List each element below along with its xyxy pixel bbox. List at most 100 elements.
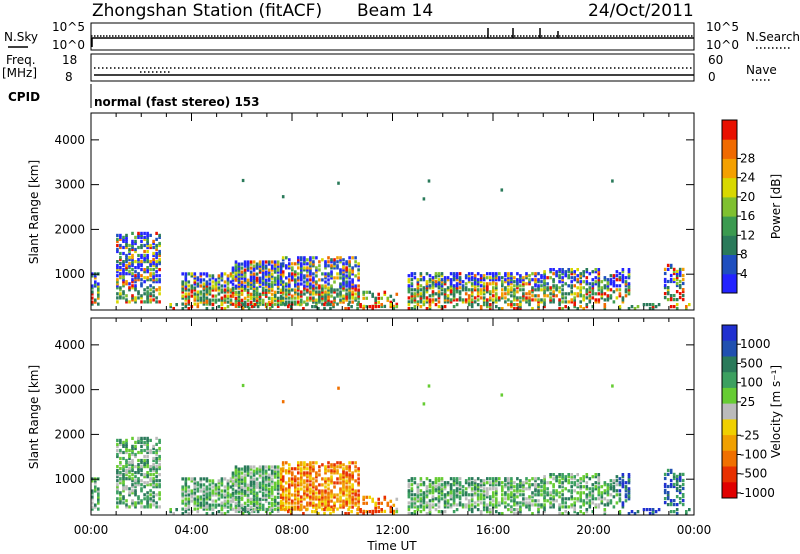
power-cell (531, 288, 534, 292)
power-cell (558, 298, 561, 302)
velocity-cell (137, 440, 140, 444)
power-cell (243, 304, 247, 308)
power-cell (579, 288, 582, 292)
power-cell (321, 290, 324, 294)
power-cell (549, 268, 552, 272)
velocity-cell (591, 510, 595, 514)
velocity-cell (507, 477, 510, 481)
power-cell (591, 305, 595, 309)
power-cell (609, 288, 613, 292)
velocity-cell (243, 501, 247, 505)
velocity-cell (537, 477, 540, 481)
power-cell (196, 302, 200, 306)
power-cell (666, 279, 670, 284)
velocity-cell (342, 463, 345, 467)
power-cell (654, 305, 658, 309)
power-cell (237, 304, 241, 308)
velocity-cell (549, 481, 552, 485)
velocity-colorbar-segment (722, 403, 737, 420)
velocity-cell (597, 475, 601, 479)
power-cell (97, 282, 100, 286)
velocity-cell (561, 489, 564, 493)
velocity-cell (669, 468, 673, 472)
velocity-cell (606, 493, 610, 497)
velocity-cell (443, 483, 447, 487)
velocity-cell (681, 472, 685, 476)
velocity-cell (234, 507, 238, 511)
power-cell (273, 266, 277, 270)
power-cell (279, 264, 283, 268)
power-cell (567, 300, 570, 304)
velocity-cell (309, 503, 312, 507)
velocity-cell (255, 469, 259, 473)
velocity-cell (152, 503, 155, 507)
power-cell (281, 274, 285, 278)
velocity-cell (525, 503, 528, 507)
power-cell (482, 286, 486, 290)
velocity-cell (261, 467, 265, 471)
power-cell (300, 292, 303, 296)
power-cell (155, 300, 158, 304)
velocity-cell (482, 495, 486, 499)
velocity-cell (537, 485, 540, 489)
velocity-cell (309, 465, 312, 469)
power-cell (675, 283, 679, 288)
velocity-cell (255, 499, 259, 503)
velocity-cell (482, 489, 486, 493)
velocity-cell (131, 467, 134, 471)
velocity-cell (125, 442, 128, 446)
velocity-cell (234, 475, 238, 479)
velocity-cell (413, 477, 417, 481)
power-cell (507, 276, 510, 280)
power-cell (312, 256, 315, 260)
power-cell (279, 266, 283, 270)
velocity-cell (223, 477, 227, 481)
power-colorbar-segment (722, 235, 737, 255)
velocity-cell (324, 499, 327, 503)
power-cell (240, 280, 244, 284)
power-cell (449, 290, 453, 294)
velocity-cell (348, 481, 351, 485)
power-cell (276, 264, 280, 268)
power-cell (588, 298, 592, 302)
velocity-cell (567, 497, 570, 501)
velocity-colorbar-label: 100 (740, 376, 763, 390)
power-cell (146, 298, 149, 302)
power-cell (234, 286, 238, 290)
velocity-cell (458, 495, 462, 499)
velocity-cell (434, 508, 438, 512)
velocity-cell (309, 463, 312, 467)
power-cell (543, 290, 546, 294)
power-cell (531, 294, 534, 298)
velocity-cell (543, 493, 546, 497)
velocity-cell (455, 491, 459, 495)
velocity-cell (543, 489, 546, 493)
power-cell (606, 282, 610, 286)
velocity-cell (143, 440, 146, 444)
velocity-cell (558, 512, 561, 516)
power-cell (229, 280, 233, 284)
power-cell (264, 290, 268, 294)
power-cell (149, 298, 152, 302)
power-cell (208, 282, 212, 286)
power-cell (279, 276, 283, 280)
power-cell (155, 231, 158, 235)
power-cell (152, 258, 155, 262)
power-cell (627, 270, 631, 274)
power-cell (675, 271, 679, 276)
power-cell (669, 305, 673, 309)
power-cell (131, 280, 134, 284)
velocity-cell (348, 473, 351, 477)
power-cell (299, 303, 302, 307)
power-cell (495, 294, 498, 298)
power-cell (306, 258, 309, 262)
velocity-cell (243, 477, 247, 481)
power-cell (443, 290, 447, 294)
power-cell (237, 264, 241, 268)
power-cell (482, 278, 486, 282)
power-cell (285, 288, 288, 292)
power-cell (220, 303, 224, 307)
velocity-cell (297, 487, 300, 491)
velocity-cell (489, 497, 492, 501)
power-cell (94, 280, 97, 284)
